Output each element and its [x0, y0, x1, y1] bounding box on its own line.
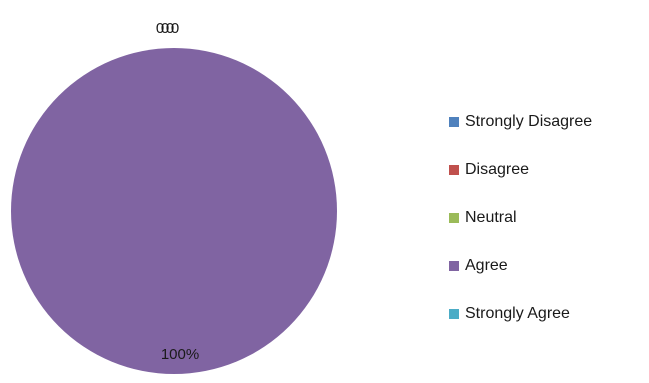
legend-label-disagree: Disagree — [465, 161, 530, 178]
data-label-strongly-agree: 0 — [171, 20, 179, 37]
pie-slice-agree — [11, 48, 337, 374]
legend-item-neutral: Neutral — [449, 206, 592, 230]
data-label-neutral: 0 — [166, 20, 174, 37]
legend-swatch-neutral — [449, 213, 459, 223]
pie-data-labels: 000 100% 0 — [156, 20, 199, 363]
legend-label-strongly-agree: Strongly Agree — [465, 305, 570, 322]
data-label-strongly-disagree: 0 — [156, 20, 164, 37]
pie-slices — [11, 48, 337, 374]
legend: Strongly Disagree Disagree Neutral Agree… — [449, 110, 592, 326]
data-label-agree: 100% — [161, 346, 199, 363]
data-label-disagree: 0 — [161, 20, 169, 37]
legend-item-strongly-disagree: Strongly Disagree — [449, 110, 592, 134]
legend-label-agree: Agree — [465, 257, 508, 274]
legend-swatch-strongly-agree — [449, 309, 459, 319]
legend-label-neutral: Neutral — [465, 209, 517, 226]
legend-swatch-agree — [449, 261, 459, 271]
legend-swatch-disagree — [449, 165, 459, 175]
legend-item-disagree: Disagree — [449, 158, 592, 182]
legend-label-strongly-disagree: Strongly Disagree — [465, 113, 593, 130]
legend-item-agree: Agree — [449, 254, 592, 278]
legend-swatch-strongly-disagree — [449, 117, 459, 127]
legend-item-strongly-agree: Strongly Agree — [449, 302, 592, 326]
